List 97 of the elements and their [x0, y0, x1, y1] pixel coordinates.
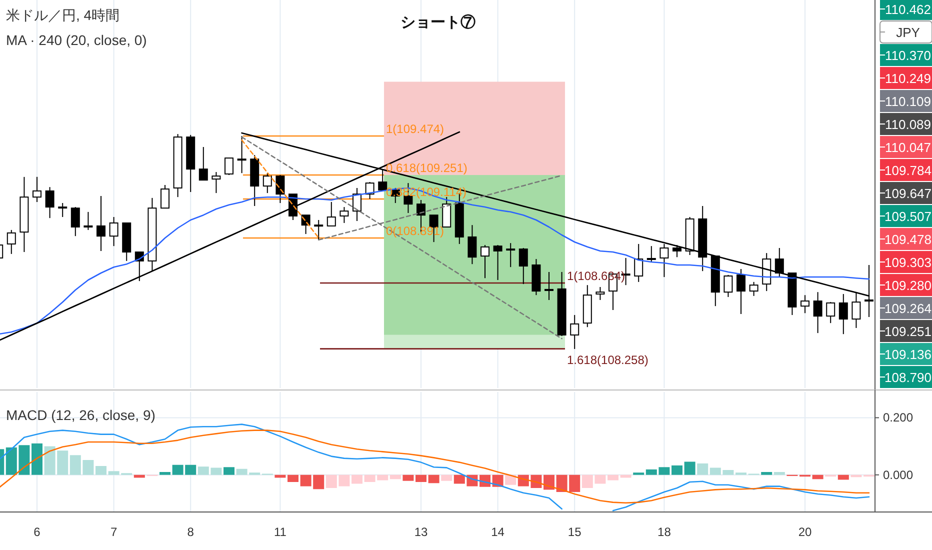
text: 米ドル／円, 4時間 — [6, 7, 120, 23]
bar — [288, 474, 298, 482]
candlestick — [596, 286, 605, 300]
candlestick — [749, 281, 758, 296]
bar — [608, 474, 618, 480]
candlestick — [800, 294, 810, 314]
text: 109.478 — [884, 232, 932, 247]
bar — [428, 474, 440, 484]
candlestick — [109, 216, 118, 247]
candlestick — [378, 169, 388, 192]
text: 108.790 — [884, 370, 932, 385]
y-tick-label: 0.200 — [883, 410, 914, 425]
text: 109.264 — [884, 301, 932, 316]
text: 109.136 — [884, 347, 932, 362]
candlestick — [660, 243, 669, 278]
text: 110.047 — [884, 140, 932, 155]
bar — [505, 474, 516, 485]
candlestick — [468, 224, 477, 265]
bar — [672, 465, 682, 475]
x-tick-label: 14 — [491, 525, 505, 539]
y-tick-label: 0.000 — [883, 468, 914, 482]
candlestick — [276, 174, 285, 204]
bar — [774, 472, 785, 475]
candlestick — [58, 202, 68, 218]
bar — [96, 466, 106, 475]
text: 110.109 — [884, 94, 932, 109]
candlestick — [365, 182, 374, 200]
candlestick — [736, 268, 746, 314]
candlestick — [442, 196, 452, 228]
text: JPY — [896, 25, 920, 40]
candlestick — [262, 172, 272, 194]
x-tick-label: 18 — [658, 525, 672, 539]
line-series — [0, 430, 870, 504]
text: 110.089 — [884, 117, 932, 132]
bar — [761, 472, 772, 475]
x-tick-label: 15 — [568, 525, 582, 539]
candlestick — [634, 243, 644, 282]
candlestick — [724, 274, 733, 298]
bar — [32, 443, 42, 475]
candlestick — [326, 201, 336, 226]
candlestick — [70, 206, 80, 237]
ref-line-label: 1.618(108.258) — [567, 352, 648, 367]
text: 110.462 — [884, 2, 932, 17]
candlestick — [6, 229, 16, 254]
bar — [441, 474, 452, 481]
candlestick — [314, 219, 324, 240]
bar — [390, 474, 401, 480]
text: 109.280 — [884, 278, 932, 293]
candlestick — [774, 247, 784, 278]
x-tick-label: 13 — [414, 525, 428, 539]
candlestick — [212, 172, 221, 194]
candlestick — [672, 244, 682, 258]
candlestick — [838, 294, 848, 335]
candlestick — [544, 271, 554, 300]
text: ショート⑦ — [400, 14, 476, 31]
bar — [352, 474, 362, 484]
text: 110.370 — [884, 48, 932, 63]
candlestick — [813, 292, 822, 334]
x-tick-label: 20 — [798, 525, 812, 539]
candlestick — [237, 135, 246, 174]
candlestick — [506, 242, 516, 268]
text: 109.507 — [884, 209, 932, 224]
candlestick — [224, 158, 234, 176]
candlestick — [646, 246, 656, 262]
ref-line-label: 0.618(109.251) — [386, 161, 468, 176]
candlestick — [340, 206, 349, 224]
bar — [697, 463, 708, 475]
bar — [812, 474, 824, 480]
bar — [416, 474, 426, 482]
candlestick — [493, 244, 502, 281]
text: 109.784 — [884, 163, 932, 178]
text: 109.647 — [884, 186, 932, 201]
x-tick-label: 7 — [110, 525, 118, 539]
text: 109.303 — [884, 255, 932, 270]
candlestick — [32, 176, 42, 202]
bar — [160, 472, 170, 475]
text: MACD (12, 26, close, 9) — [6, 407, 156, 423]
x-tick-label: 11 — [274, 525, 287, 539]
annotation: MA · 240 (20, close, 0) — [6, 32, 147, 48]
text: 109.251 — [884, 324, 932, 339]
candlestick — [518, 247, 528, 285]
candlestick — [96, 196, 106, 252]
bar — [838, 474, 849, 480]
x-tick-label: 6 — [34, 525, 41, 539]
candlestick — [160, 184, 170, 209]
bar — [402, 474, 414, 481]
ref-line-label: 1(109.474) — [386, 122, 444, 136]
candlestick — [45, 186, 54, 219]
candlestick — [570, 314, 580, 350]
candlestick — [480, 244, 490, 279]
candlestick — [84, 211, 93, 230]
candlestick — [198, 146, 208, 181]
bar — [224, 467, 234, 475]
x-tick-label: 8 — [187, 525, 194, 539]
candlestick — [826, 302, 836, 324]
text: 110.249 — [884, 71, 932, 86]
bar — [684, 462, 696, 475]
